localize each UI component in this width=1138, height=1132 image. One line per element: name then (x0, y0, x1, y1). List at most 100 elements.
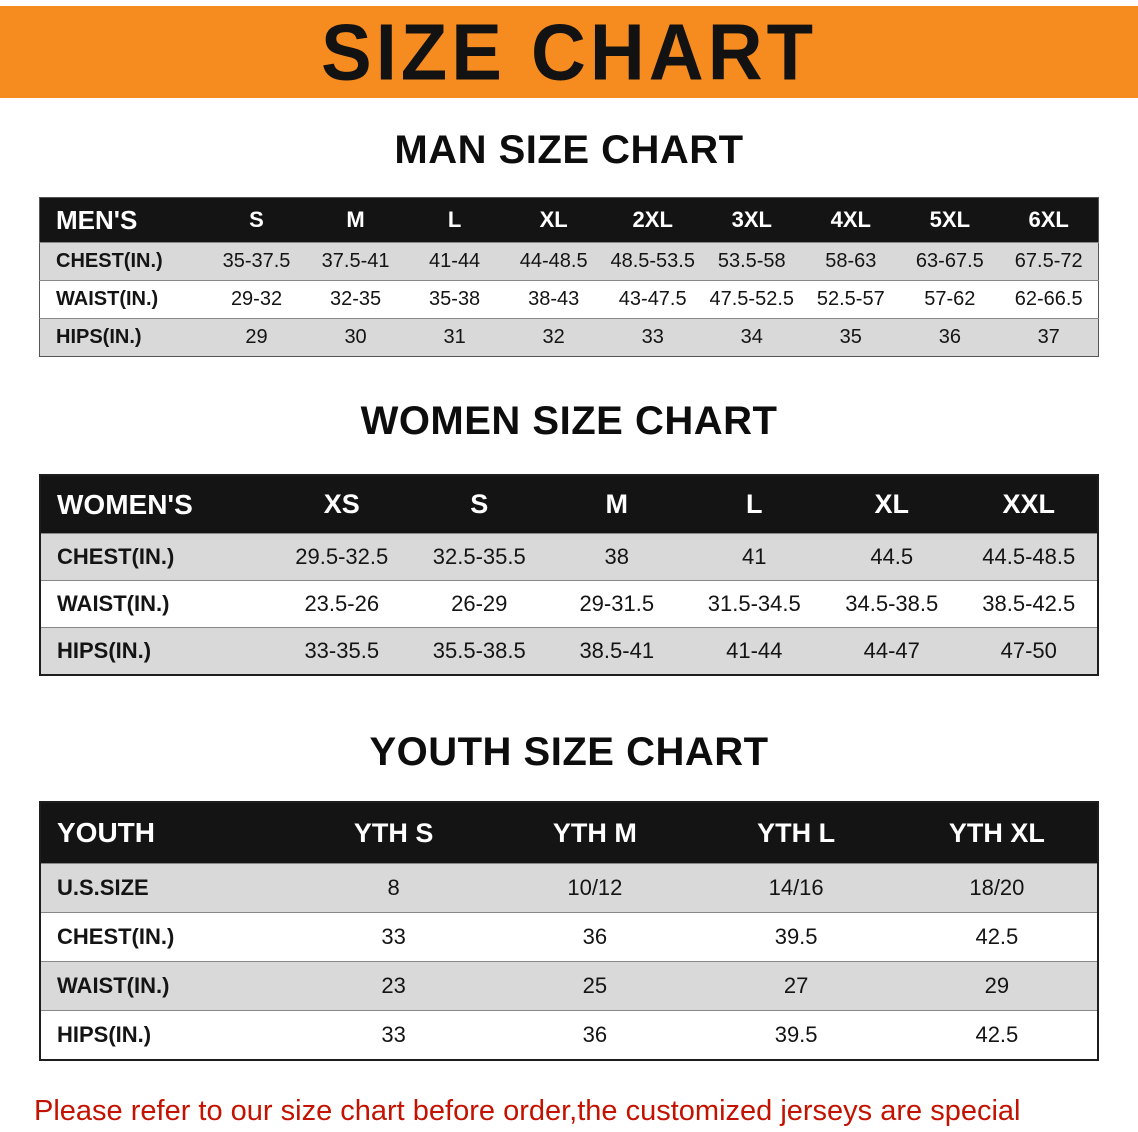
size-value: 39.5 (774, 1022, 818, 1047)
size-value: 31.5-34.5 (707, 591, 801, 616)
row-label: U.S.SIZE (57, 875, 149, 900)
size-value: 48.5-53.5 (610, 250, 695, 272)
size-column-header: YTH S (353, 817, 434, 848)
size-value: 63-67.5 (915, 250, 984, 272)
size-value: 34 (740, 326, 763, 348)
row-label: HIPS(IN.) (57, 1022, 152, 1047)
size-column-header: 5XL (929, 207, 971, 232)
row-label: HIPS(IN.) (56, 326, 142, 348)
size-column-header: XXL (1002, 489, 1055, 519)
row-label: HIPS(IN.) (57, 638, 152, 663)
size-column-header: YTH XL (948, 817, 1045, 848)
size-value: 38.5-42.5 (982, 591, 1076, 616)
size-value: 29 (984, 973, 1010, 998)
size-value: 44.5 (870, 544, 914, 569)
row-label: WAIST(IN.) (56, 288, 159, 310)
table-row: WAIST(IN.) 23.5-26 26-29 29-31.5 31.5-34.5 34… (40, 580, 1098, 628)
size-value: 67.5-72 (1014, 250, 1083, 272)
table-corner-label: WOMEN'S (57, 488, 193, 520)
size-value: 43-47.5 (618, 288, 687, 310)
size-column-header: YTH M (552, 817, 637, 848)
size-column-header: 2XL (632, 207, 673, 232)
row-label: CHEST(IN.) (57, 544, 175, 569)
table-row: CHEST(IN.) 29.5-32.5 32.5-35.5 38 41 44.5 44.5… (40, 533, 1098, 581)
row-label: WAIST(IN.) (57, 973, 170, 998)
size-column-header: 3XL (731, 207, 772, 232)
size-value: 33 (641, 326, 664, 348)
size-value: 44.5-48.5 (982, 544, 1076, 569)
women-size-table: WOMEN'S XS S M L XL XXL CHEST(IN.) 29.5-32.5 32.5… (39, 474, 1099, 676)
size-chart-banner: SIZE CHART (0, 6, 1138, 98)
size-value: 10/12 (567, 875, 623, 900)
size-value: 44-48.5 (519, 250, 588, 272)
size-value: 58-63 (825, 250, 877, 272)
size-value: 37 (1037, 326, 1060, 348)
size-value: 33-35.5 (304, 638, 380, 663)
size-value: 35 (839, 326, 862, 348)
banner-title: SIZE CHART (321, 7, 817, 97)
youth-section-heading: YOUTH SIZE CHART (369, 730, 769, 774)
size-value: 27 (783, 973, 809, 998)
men-size-table: MEN'S S M L XL 2XL 3XL 4XL 5XL 6XL CHEST(IN.) 35-37… (39, 197, 1099, 357)
size-value: 47-50 (1000, 638, 1057, 663)
size-value: 38.5-41 (579, 638, 655, 663)
size-column-header: S (249, 207, 264, 232)
size-value: 38 (604, 544, 629, 569)
size-column-header: 4XL (830, 207, 871, 232)
table-row: HIPS(IN.) 29 30 31 32 33 34 35 36 37 (39, 318, 1099, 357)
size-value: 32-35 (329, 288, 382, 310)
size-value: 25 (582, 973, 608, 998)
table-corner-label: MEN'S (56, 204, 138, 235)
table-corner-label: YOUTH (57, 817, 155, 848)
size-column-header: XS (323, 489, 360, 519)
size-value: 35-37.5 (222, 250, 291, 272)
table-row: CHEST(IN.) 33 36 39.5 42.5 (40, 912, 1098, 962)
size-value: 30 (344, 326, 367, 348)
order-policy-line-1: Please refer to our size chart before or… (34, 1095, 1021, 1127)
size-value: 29-32 (230, 288, 283, 310)
size-value: 42.5 (975, 924, 1019, 949)
size-value: 23.5-26 (304, 591, 380, 616)
size-column-header: L (746, 489, 763, 519)
size-value: 34.5-38.5 (845, 591, 939, 616)
size-value: 62-66.5 (1014, 288, 1083, 310)
row-label: CHEST(IN.) (57, 924, 175, 949)
size-value: 38-43 (528, 288, 580, 310)
row-label: CHEST(IN.) (56, 250, 163, 272)
size-column-header: M (346, 207, 365, 232)
size-value: 41-44 (429, 250, 481, 272)
size-value: 23 (381, 973, 406, 998)
size-column-header: M (605, 489, 629, 519)
size-column-header: YTH L (757, 817, 836, 848)
size-value: 35.5-38.5 (432, 638, 526, 663)
size-value: 29-31.5 (579, 591, 655, 616)
size-value: 36 (938, 326, 961, 348)
table-header-row: MEN'S S M L XL 2XL 3XL 4XL 5XL 6XL (39, 197, 1099, 243)
size-value: 41-44 (726, 638, 783, 663)
size-value: 31 (443, 326, 466, 348)
size-column-header: L (447, 207, 462, 232)
size-value: 29 (245, 326, 268, 348)
size-column-header: S (470, 489, 489, 519)
table-row: HIPS(IN.) 33-35.5 35.5-38.5 38.5-41 41-44 44-… (40, 627, 1098, 675)
table-header-row: YOUTH YTH S YTH M YTH L YTH XL (40, 802, 1098, 864)
size-value: 41 (742, 544, 767, 569)
size-value: 32.5-35.5 (432, 544, 526, 569)
size-value: 36 (582, 924, 608, 949)
size-value: 39.5 (774, 924, 818, 949)
size-value: 35-38 (429, 288, 481, 310)
table-header-row: WOMEN'S XS S M L XL XXL (40, 475, 1098, 534)
table-row: U.S.SIZE 8 10/12 14/16 18/20 (40, 863, 1098, 913)
size-value: 42.5 (975, 1022, 1019, 1047)
size-column-header: XL (874, 489, 909, 519)
size-value: 57-62 (924, 288, 976, 310)
size-value: 33 (381, 1022, 406, 1047)
size-column-header: 6XL (1028, 207, 1069, 232)
size-value: 32 (542, 326, 565, 348)
size-value: 33 (381, 924, 406, 949)
size-column-header: XL (539, 207, 568, 232)
table-row: CHEST(IN.) 35-37.5 37.5-41 41-44 44-48.5 48.5… (39, 242, 1099, 281)
size-value: 26-29 (451, 591, 508, 616)
size-value: 52.5-57 (816, 288, 885, 310)
